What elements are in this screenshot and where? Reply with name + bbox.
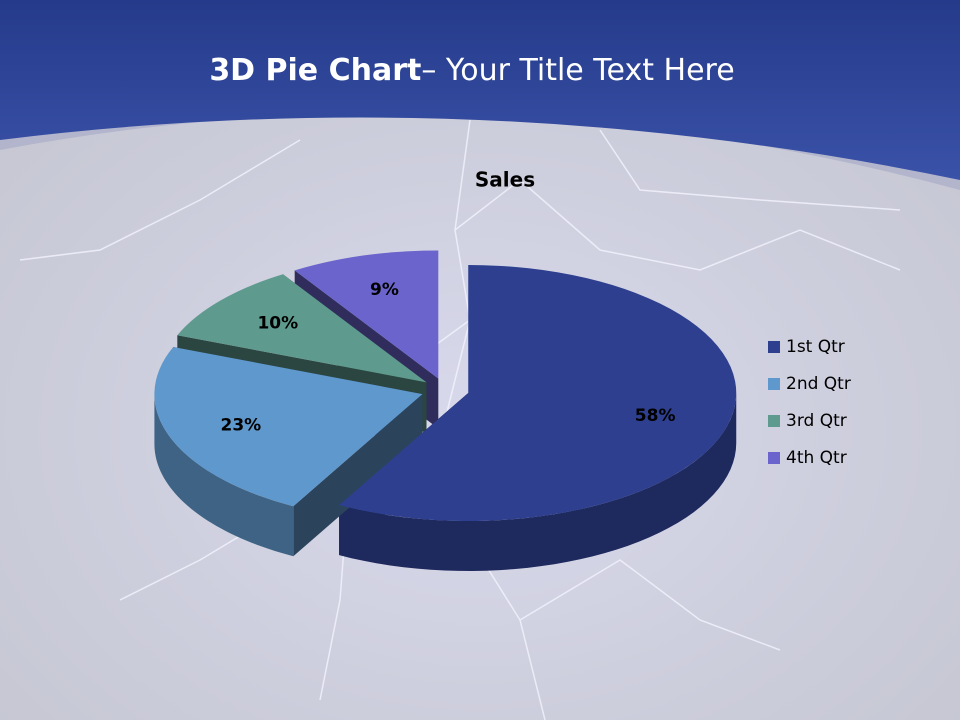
slice-outer-side	[339, 392, 737, 571]
legend-label: 4th Qtr	[786, 448, 847, 468]
slide-title: 3D Pie Chart– Your Title Text Here	[209, 53, 734, 88]
slice	[154, 346, 423, 507]
legend: 1st Qtr 2nd Qtr 3rd Qtr 4th Qtr	[768, 337, 851, 468]
header-band	[0, 0, 960, 180]
pie: 58% 23% 10% 9%	[154, 250, 737, 571]
slice	[339, 264, 737, 521]
legend-label: 2nd Qtr	[786, 374, 851, 394]
legend-swatch	[768, 452, 780, 464]
slice	[294, 250, 439, 379]
legend-label: 3rd Qtr	[786, 411, 847, 431]
legend-swatch	[768, 415, 780, 427]
legend-label: 1st Qtr	[786, 337, 845, 357]
chart-title: Sales	[475, 168, 535, 192]
slice	[177, 274, 427, 383]
slide-title-rest: – Your Title Text Here	[421, 53, 734, 88]
slide-title-bold: 3D Pie Chart	[209, 53, 421, 88]
legend-swatch	[768, 378, 780, 390]
data-label: 58%	[635, 406, 676, 426]
data-label: 23%	[221, 415, 262, 435]
data-label: 10%	[257, 314, 298, 334]
slice-outer-side	[154, 394, 294, 557]
legend-swatch	[768, 341, 780, 353]
data-label: 9%	[370, 280, 399, 300]
